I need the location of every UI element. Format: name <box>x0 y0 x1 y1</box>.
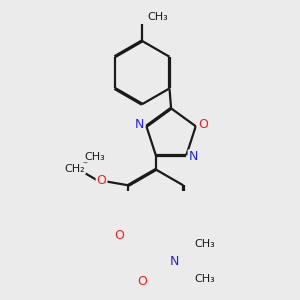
Text: O: O <box>198 118 208 131</box>
Text: CH₃: CH₃ <box>148 12 169 22</box>
Text: N: N <box>169 255 179 268</box>
Text: N: N <box>189 150 198 163</box>
Text: CH₃: CH₃ <box>85 152 106 161</box>
Text: O: O <box>97 174 106 187</box>
Text: CH₂: CH₂ <box>64 164 85 174</box>
Text: CH₃: CH₃ <box>195 274 216 284</box>
Text: O: O <box>138 275 148 288</box>
Text: O: O <box>114 230 124 242</box>
Text: N: N <box>135 118 144 131</box>
Text: CH₃: CH₃ <box>195 239 216 249</box>
